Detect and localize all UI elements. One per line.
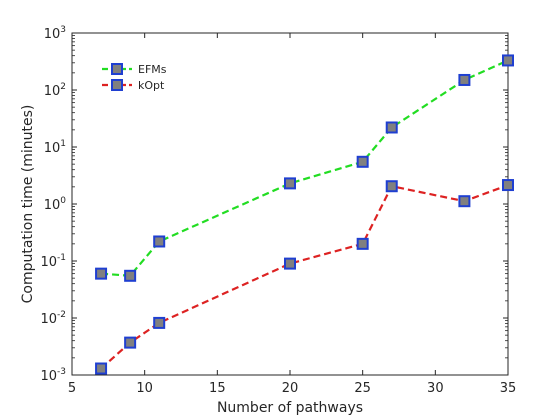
data-point-efms <box>356 155 369 168</box>
data-point-kopt <box>385 180 398 193</box>
data-point-efms <box>385 121 398 134</box>
y-tick-label: 10-1 <box>40 253 66 270</box>
legend-marker-efms <box>111 63 123 75</box>
data-point-kopt <box>153 316 166 329</box>
legend-label-efms: EFMs <box>138 63 167 76</box>
axes: 5 10 15 20 25 30 35 10-3 10-2 10-1 100 101 102 103 <box>40 25 516 396</box>
data-point-efms <box>284 177 296 190</box>
y-tick-label: 103 <box>44 25 66 42</box>
data-point-kopt <box>458 195 471 208</box>
data-point-efms <box>124 269 137 282</box>
data-point-efms <box>502 54 514 67</box>
x-axis-label: Number of pathways <box>217 400 363 416</box>
y-tick-label: 102 <box>44 82 66 99</box>
legend-label-kopt: kOpt <box>138 79 165 92</box>
y-tick-label: 10-3 <box>40 367 66 384</box>
x-tick-label: 30 <box>427 381 444 396</box>
x-tick-label: 35 <box>500 381 517 396</box>
data-point-efms <box>95 267 108 280</box>
series-layer <box>95 54 514 375</box>
data-point-efms <box>153 235 166 248</box>
data-point-efms <box>458 73 471 86</box>
y-tick-label: 100 <box>44 196 67 213</box>
data-point-kopt <box>124 336 137 349</box>
data-point-kopt <box>502 179 514 192</box>
data-point-kopt <box>356 237 369 250</box>
x-tick-label: 25 <box>354 381 371 396</box>
x-tick-label: 10 <box>136 381 153 396</box>
y-tick-label: 101 <box>44 139 66 156</box>
x-tick-label: 5 <box>68 381 76 396</box>
legend: EFMs kOpt <box>102 63 167 92</box>
data-point-kopt <box>95 362 108 375</box>
data-point-kopt <box>284 257 296 270</box>
y-tick-label: 10-2 <box>40 310 66 327</box>
y-axis-label: Computation time (minutes) <box>20 105 36 304</box>
x-tick-label: 20 <box>282 381 299 396</box>
series-line-kopt <box>100 184 509 370</box>
x-tick-label: 15 <box>209 381 226 396</box>
legend-marker-kopt <box>111 79 123 91</box>
